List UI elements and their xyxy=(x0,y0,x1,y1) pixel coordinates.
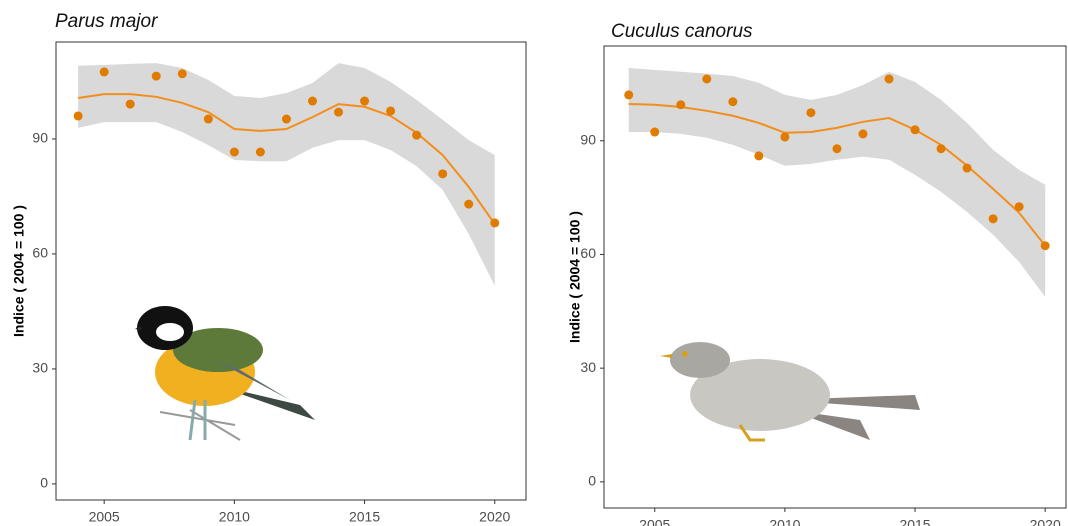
y-tick-label: 90 xyxy=(32,130,48,146)
data-point xyxy=(204,115,213,124)
y-tick-label: 60 xyxy=(32,245,48,261)
x-tick-label: 2005 xyxy=(639,517,670,526)
x-tick-label: 2005 xyxy=(89,509,120,525)
data-point xyxy=(438,169,447,178)
data-point xyxy=(1041,241,1050,250)
data-point xyxy=(858,129,867,138)
data-point xyxy=(178,69,187,78)
data-point xyxy=(728,97,737,106)
y-tick-label: 60 xyxy=(580,245,596,261)
x-tick-label: 2010 xyxy=(219,509,250,525)
data-point xyxy=(650,128,659,137)
confidence-band xyxy=(629,68,1045,297)
data-point xyxy=(412,131,421,140)
data-point xyxy=(832,144,841,153)
y-axis-label: Indice ( 2004 = 100 ) xyxy=(11,205,27,337)
data-point xyxy=(256,147,265,156)
page: Parus major Indice ( 2004 = 100 ) 0 30 60 90 2… xyxy=(0,0,1068,526)
figure: Parus major Indice ( 2004 = 100 ) 0 30 60 90 2… xyxy=(0,0,1068,526)
data-point xyxy=(780,132,789,141)
x-tick-label: 2020 xyxy=(479,509,510,525)
data-point xyxy=(624,90,633,99)
data-point xyxy=(963,164,972,173)
confidence-band xyxy=(78,63,495,286)
data-point xyxy=(806,108,815,117)
chart-title: Cuculus canorus xyxy=(611,21,753,42)
data-point xyxy=(360,97,369,106)
data-point xyxy=(386,106,395,115)
x-tick-label: 2015 xyxy=(899,517,930,526)
data-point xyxy=(74,111,83,120)
data-point xyxy=(464,200,473,209)
x-tick-label: 2015 xyxy=(349,509,380,525)
data-point xyxy=(911,125,920,134)
y-tick-label: 0 xyxy=(588,473,596,489)
y-axis-label: Indice ( 2004 = 100 ) xyxy=(567,211,583,343)
data-point xyxy=(885,74,894,83)
x-tick-label: 2020 xyxy=(1030,517,1061,526)
chart-title: Parus major xyxy=(55,11,158,32)
data-point xyxy=(754,151,763,160)
data-point xyxy=(676,100,685,109)
data-point xyxy=(100,67,109,76)
y-tick-label: 0 xyxy=(40,475,48,491)
data-point xyxy=(937,144,946,153)
data-point xyxy=(308,97,317,106)
data-point xyxy=(282,115,291,124)
y-tick-label: 90 xyxy=(580,131,596,147)
cuckoo-illustration xyxy=(660,342,920,440)
data-point xyxy=(989,214,998,223)
data-point xyxy=(126,100,135,109)
data-point xyxy=(152,72,161,81)
data-point xyxy=(490,218,499,227)
data-point xyxy=(230,147,239,156)
data-point xyxy=(702,74,711,83)
y-tick-label: 30 xyxy=(32,360,48,376)
x-tick-label: 2010 xyxy=(769,517,800,526)
data-point xyxy=(334,108,343,117)
y-tick-label: 30 xyxy=(580,359,596,375)
data-point xyxy=(1015,202,1024,211)
great-tit-illustration xyxy=(135,306,315,440)
